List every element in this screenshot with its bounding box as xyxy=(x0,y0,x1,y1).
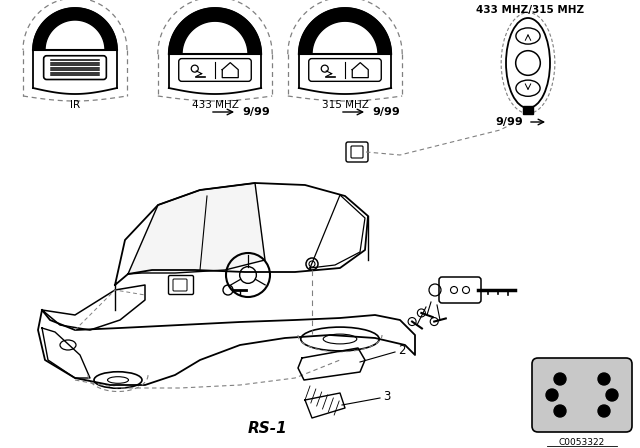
Circle shape xyxy=(598,373,610,385)
Bar xyxy=(523,106,533,114)
Text: 3: 3 xyxy=(383,389,390,402)
Polygon shape xyxy=(169,8,261,54)
Text: 9/99: 9/99 xyxy=(495,117,523,127)
Text: 2: 2 xyxy=(398,344,406,357)
Text: C0053322: C0053322 xyxy=(559,438,605,447)
Polygon shape xyxy=(33,8,117,50)
Circle shape xyxy=(606,389,618,401)
Circle shape xyxy=(554,373,566,385)
FancyBboxPatch shape xyxy=(532,358,632,432)
Text: IR: IR xyxy=(70,100,80,110)
Circle shape xyxy=(546,389,558,401)
Circle shape xyxy=(554,405,566,417)
Text: 9/99: 9/99 xyxy=(242,107,269,117)
Text: 433 MHZ/315 MHZ: 433 MHZ/315 MHZ xyxy=(476,5,584,15)
Polygon shape xyxy=(299,8,391,54)
Text: 433 MHZ: 433 MHZ xyxy=(191,100,239,110)
Text: RS-1: RS-1 xyxy=(248,421,288,435)
Text: 315 MHZ: 315 MHZ xyxy=(321,100,369,110)
Text: 9/99: 9/99 xyxy=(372,107,400,117)
Circle shape xyxy=(598,405,610,417)
